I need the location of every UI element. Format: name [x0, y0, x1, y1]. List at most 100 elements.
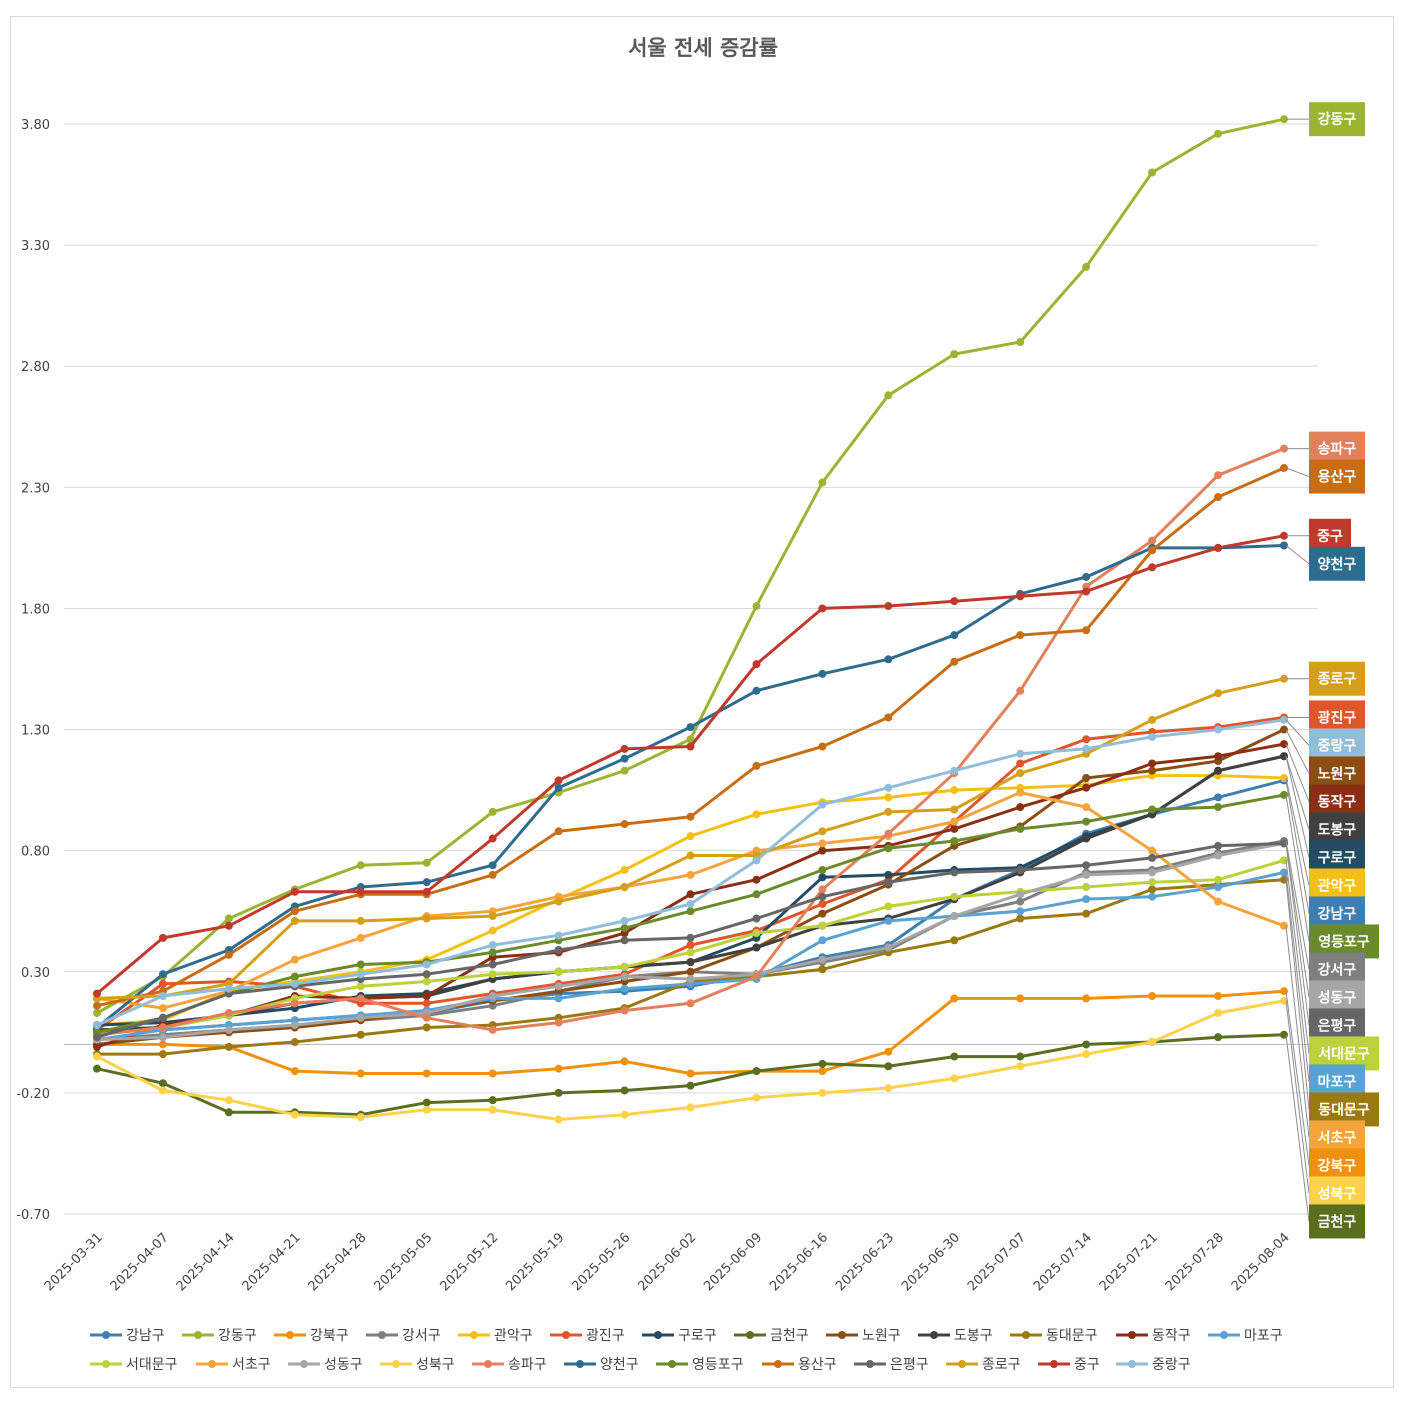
- data-point: [884, 793, 893, 802]
- legend-item-강동구[interactable]: 강동구: [182, 1328, 257, 1344]
- legend-item-광진구[interactable]: 광진구: [550, 1328, 625, 1344]
- data-point: [1082, 861, 1091, 870]
- y-axis-ticks: 3.80 3.30 2.80 2.30 1.80 1.30 0.80 0.30 -0.20 -0.…: [16, 118, 50, 1223]
- legend-item-용산구[interactable]: 용산구: [762, 1357, 837, 1373]
- data-point: [93, 989, 101, 998]
- legend-item-금천구[interactable]: 금천구: [734, 1328, 809, 1344]
- data-point: [356, 1013, 365, 1022]
- end-label-box: [1309, 102, 1365, 137]
- data-point: [1280, 115, 1288, 124]
- leader-line: [1285, 780, 1310, 914]
- data-point: [488, 1096, 497, 1105]
- data-point: [422, 887, 431, 896]
- legend-marker: [392, 1360, 400, 1368]
- data-point: [422, 970, 431, 979]
- data-point: [1082, 870, 1091, 879]
- legend-item-관악구[interactable]: 관악구: [458, 1328, 533, 1344]
- legend-item-중랑구[interactable]: 중랑구: [1116, 1357, 1191, 1373]
- data-point: [884, 602, 893, 611]
- legend-item-도봉구[interactable]: 도봉구: [918, 1328, 993, 1344]
- legend-item-성동구[interactable]: 성동구: [288, 1357, 363, 1373]
- data-point: [290, 1067, 299, 1076]
- legend-item-양천구[interactable]: 양천구: [564, 1357, 639, 1373]
- data-point: [158, 1040, 167, 1049]
- data-point: [93, 1008, 101, 1017]
- series-성북구: [93, 996, 1288, 1124]
- data-point: [818, 965, 827, 974]
- leader-line: [1285, 860, 1310, 1054]
- data-point: [818, 1067, 827, 1076]
- legend-item-마포구[interactable]: 마포구: [1208, 1328, 1283, 1344]
- end-label-text: 광진구: [1318, 709, 1357, 726]
- data-point: [488, 941, 497, 950]
- legend-item-서대문구[interactable]: 서대문구: [90, 1357, 178, 1373]
- end-label-box: [1309, 459, 1365, 494]
- x-tick-label: 2025-07-21: [1097, 1230, 1161, 1294]
- end-label-text: 동대문구: [1318, 1102, 1370, 1118]
- legend-item-동대문구[interactable]: 동대문구: [1010, 1328, 1098, 1344]
- end-label-text: 강남구: [1318, 905, 1357, 922]
- data-point: [686, 832, 695, 841]
- legend-item-은평구[interactable]: 은평구: [854, 1357, 929, 1373]
- data-point: [488, 970, 497, 979]
- data-point: [620, 972, 629, 981]
- data-point: [1148, 168, 1157, 177]
- data-point: [686, 948, 695, 957]
- legend-marker: [378, 1331, 386, 1339]
- data-point: [158, 1086, 167, 1095]
- data-point: [950, 1052, 959, 1061]
- data-point: [620, 916, 629, 925]
- legend-item-강남구[interactable]: 강남구: [90, 1328, 165, 1344]
- data-point: [1214, 803, 1223, 812]
- data-point: [686, 870, 695, 879]
- data-point: [158, 979, 167, 988]
- legend-label: 양천구: [600, 1357, 639, 1373]
- data-point: [93, 1064, 101, 1073]
- data-point: [422, 1098, 431, 1107]
- data-point: [554, 994, 563, 1003]
- data-point: [620, 744, 629, 753]
- data-point: [554, 783, 563, 792]
- leader-line: [1285, 756, 1310, 830]
- legend-item-중구[interactable]: 중구: [1038, 1357, 1100, 1373]
- data-point: [884, 1084, 893, 1093]
- legend-item-서초구[interactable]: 서초구: [196, 1357, 271, 1373]
- legend-label: 종로구: [982, 1357, 1021, 1373]
- data-point: [158, 1050, 167, 1059]
- data-point: [1016, 769, 1025, 778]
- legend-item-성북구[interactable]: 성북구: [380, 1357, 455, 1373]
- data-point: [1016, 890, 1025, 899]
- legend-item-동작구[interactable]: 동작구: [1116, 1328, 1191, 1344]
- legend-item-구로구[interactable]: 구로구: [642, 1328, 717, 1344]
- data-point: [290, 979, 299, 988]
- legend-item-송파구[interactable]: 송파구: [472, 1357, 547, 1373]
- legend-item-강북구[interactable]: 강북구: [274, 1328, 349, 1344]
- data-point: [686, 735, 695, 744]
- legend-marker: [102, 1331, 110, 1339]
- legend-marker: [576, 1360, 584, 1368]
- data-point: [950, 912, 959, 921]
- data-point: [554, 827, 563, 836]
- data-point: [224, 1096, 233, 1105]
- x-tick-label: 2025-05-19: [503, 1230, 567, 1294]
- leader-line: [1285, 794, 1310, 942]
- legend-item-영등포구[interactable]: 영등포구: [656, 1357, 744, 1373]
- legend-item-노원구[interactable]: 노원구: [826, 1328, 901, 1344]
- y-tick-label: 1.30: [21, 724, 50, 739]
- data-point: [488, 912, 497, 921]
- data-point: [818, 1088, 827, 1097]
- legend-item-강서구[interactable]: 강서구: [366, 1328, 441, 1344]
- x-tick-label: 2025-06-09: [701, 1230, 765, 1294]
- data-point: [290, 907, 299, 916]
- legend-item-종로구[interactable]: 종로구: [946, 1357, 1021, 1373]
- data-point: [818, 885, 827, 894]
- legend-marker: [866, 1360, 874, 1368]
- data-point: [224, 984, 233, 993]
- data-point: [1082, 883, 1091, 891]
- data-point: [752, 602, 761, 611]
- data-point: [1016, 866, 1025, 875]
- data-point: [554, 1018, 563, 1027]
- end-label-양천구: 양천구: [1285, 545, 1365, 581]
- data-point: [1214, 1008, 1223, 1017]
